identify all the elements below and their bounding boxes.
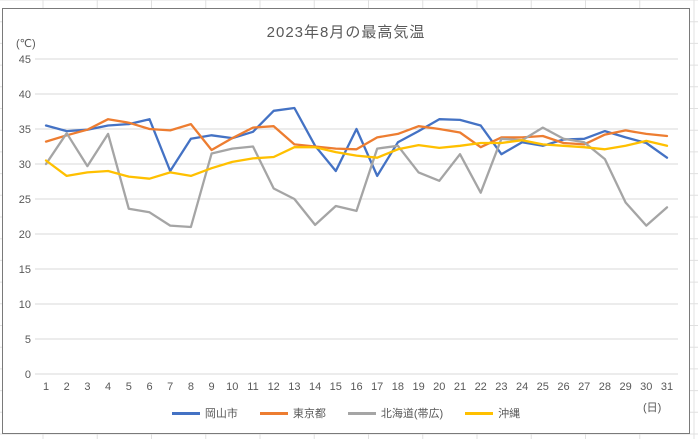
x-tick-label: 8 [188, 381, 194, 393]
legend-item-4[interactable]: 沖縄 [465, 405, 520, 421]
y-tick-label: 45 [19, 54, 31, 66]
y-tick-label: 0 [25, 369, 31, 381]
x-tick-label: 6 [146, 381, 152, 393]
y-tick-label: 10 [19, 299, 31, 311]
x-tick-label: 21 [454, 381, 466, 393]
chart-title[interactable]: 2023年8月の最高気温 [266, 24, 426, 41]
x-tick-label: 27 [578, 381, 590, 393]
x-tick-label: 15 [330, 381, 342, 393]
x-tick-label: 16 [350, 381, 362, 393]
y-tick-label: 20 [19, 229, 31, 241]
series-line-1 [44, 106, 669, 178]
x-tick-label: 11 [247, 381, 258, 393]
y-tick-label: 35 [19, 124, 31, 136]
legend-line-icon [259, 411, 288, 415]
x-tick-label: 20 [433, 381, 445, 393]
x-tick-label: 28 [599, 381, 611, 393]
x-tick-label: 23 [495, 381, 507, 393]
legend-item-1[interactable]: 岡山市 [171, 405, 238, 421]
legend-item-2[interactable]: 東京都 [259, 405, 326, 421]
x-tick-label: 7 [167, 381, 173, 393]
y-tick-label: 5 [25, 334, 31, 346]
legend-line-icon [171, 411, 200, 415]
legend-label: 沖縄 [498, 408, 521, 420]
x-tick-label: 2 [64, 381, 70, 393]
x-tick-label: 26 [557, 381, 569, 393]
legend-label: 岡山市 [204, 408, 238, 420]
legend-label: 北海道(帯広) [380, 408, 444, 420]
series-line-4 [44, 139, 669, 180]
legend-item-3[interactable]: 北海道(帯広) [347, 405, 444, 421]
x-tick-label: 24 [516, 381, 528, 393]
x-tick-label: 31 [661, 381, 673, 393]
x-tick-label: 25 [537, 381, 549, 393]
chart-legend: 岡山市 東京都 北海道(帯広) 沖縄 [3, 405, 689, 421]
y-tick-label: 25 [19, 194, 31, 206]
x-tick-label: 9 [209, 381, 215, 393]
chart-area[interactable]: 2023年8月の最高気温 (℃) 0 5 10 15 20 25 30 35 40 45 1 2 3 4 5… [2, 8, 690, 434]
x-tick-label: 12 [268, 381, 280, 393]
legend-line-icon [347, 411, 376, 415]
y-tick-label: 15 [19, 264, 31, 276]
y-axis-unit-label: (℃) [16, 38, 36, 50]
legend-line-icon [465, 411, 494, 415]
x-tick-label: 3 [84, 381, 90, 393]
y-tick-label: 40 [19, 89, 31, 101]
x-tick-label: 22 [475, 381, 487, 393]
x-tick-label: 1 [43, 381, 49, 393]
x-tick-label: 4 [105, 381, 111, 393]
x-tick-label: 30 [640, 381, 652, 393]
x-tick-label: 19 [412, 381, 424, 393]
series-line-2 [44, 118, 669, 152]
x-tick-label: 17 [371, 381, 383, 393]
y-tick-label: 30 [19, 159, 31, 171]
x-tick-label: 5 [126, 381, 132, 393]
x-axis-unit-label: (日) [643, 402, 662, 414]
x-tick-label: 18 [392, 381, 404, 393]
legend-label: 東京都 [292, 408, 326, 420]
series-line-3 [44, 126, 669, 229]
x-tick-label: 13 [288, 381, 300, 393]
x-tick-label: 29 [619, 381, 631, 393]
x-tick-label: 14 [309, 381, 321, 393]
x-tick-label: 10 [226, 381, 238, 393]
